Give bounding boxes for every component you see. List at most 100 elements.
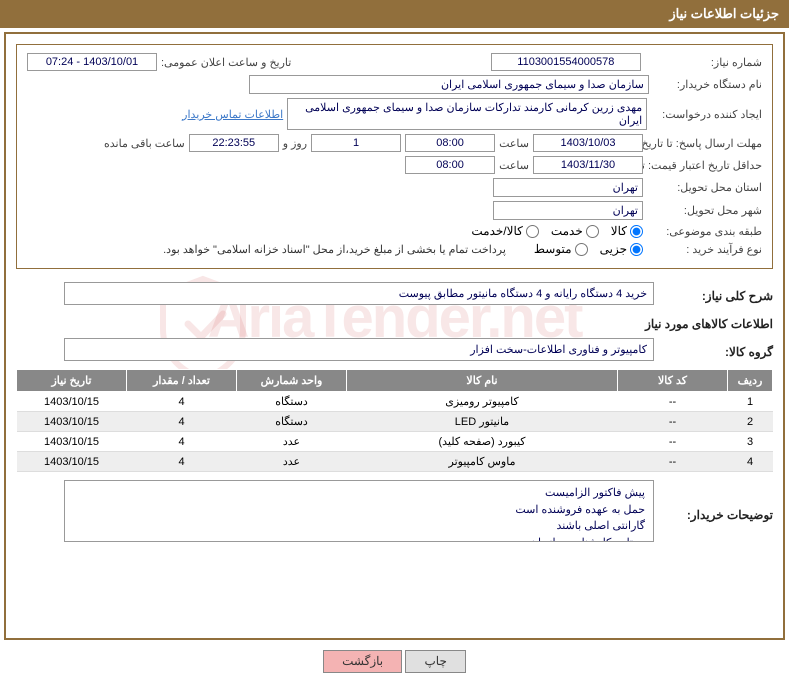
contact-link[interactable]: اطلاعات تماس خریدار bbox=[182, 108, 283, 121]
th-qty: تعداد / مقدار bbox=[127, 370, 237, 392]
row-group: گروه کالا: کامپیوتر و فناوری اطلاعات-سخت… bbox=[16, 335, 773, 363]
requester-label: ایجاد کننده درخواست: bbox=[662, 108, 762, 121]
process-label: نوع فرآیند خرید : bbox=[647, 243, 762, 256]
items-table: ردیف کد کالا نام کالا واحد شمارش تعداد /… bbox=[16, 369, 773, 472]
th-code: کد کالا bbox=[618, 370, 728, 392]
cell-code: -- bbox=[618, 392, 728, 412]
print-button[interactable]: چاپ bbox=[405, 650, 465, 673]
cell-unit: دستگاه bbox=[237, 392, 347, 412]
radio-goods[interactable]: کالا bbox=[611, 224, 643, 238]
cell-idx: 2 bbox=[728, 412, 773, 432]
cell-unit: عدد bbox=[237, 452, 347, 472]
row-need-no: شماره نیاز: 1103001554000578 تاریخ و ساع… bbox=[27, 53, 762, 71]
remaining-label: ساعت باقی مانده bbox=[104, 137, 185, 150]
row-process: نوع فرآیند خرید : جزیی متوسط پرداخت تمام… bbox=[27, 242, 762, 256]
cell-code: -- bbox=[618, 432, 728, 452]
buyer-notes-label: توضیحات خریدار: bbox=[658, 490, 773, 522]
table-header-row: ردیف کد کالا نام کالا واحد شمارش تعداد /… bbox=[17, 370, 773, 392]
items-table-wrap: ردیف کد کالا نام کالا واحد شمارش تعداد /… bbox=[16, 369, 773, 472]
category-radio-group: کالا خدمت کالا/خدمت bbox=[471, 224, 643, 238]
cell-date: 1403/10/15 bbox=[17, 392, 127, 412]
process-radio-group: جزیی متوسط bbox=[534, 242, 643, 256]
requester-value: مهدی زرین کرمانی کارمند تدارکات سازمان ص… bbox=[287, 98, 647, 130]
radio-goods-input[interactable] bbox=[630, 225, 643, 238]
row-summary: شرح کلی نیاز: خرید 4 دستگاه رایانه و 4 د… bbox=[16, 279, 773, 307]
cell-idx: 4 bbox=[728, 452, 773, 472]
announce-value: 1403/10/01 - 07:24 bbox=[27, 53, 157, 71]
cell-code: -- bbox=[618, 452, 728, 472]
radio-minor-input[interactable] bbox=[630, 243, 643, 256]
radio-service-input[interactable] bbox=[586, 225, 599, 238]
time-label-2: ساعت bbox=[499, 159, 529, 172]
th-name: نام کالا bbox=[347, 370, 618, 392]
buyer-org-label: نام دستگاه خریدار: bbox=[677, 78, 762, 91]
validity-date: 1403/11/30 bbox=[533, 156, 643, 174]
radio-service[interactable]: خدمت bbox=[551, 224, 599, 238]
cell-date: 1403/10/15 bbox=[17, 432, 127, 452]
cell-qty: 4 bbox=[127, 432, 237, 452]
radio-both-label: کالا/خدمت bbox=[471, 224, 522, 238]
radio-both-input[interactable] bbox=[526, 225, 539, 238]
cell-unit: عدد bbox=[237, 432, 347, 452]
row-category: طبقه بندی موضوعی: کالا خدمت کالا/خدمت bbox=[27, 224, 762, 238]
table-row: 3 -- کیبورد (صفحه کلید) عدد 4 1403/10/15 bbox=[17, 432, 773, 452]
cell-name: کامپیوتر رومیزی bbox=[347, 392, 618, 412]
response-time: 08:00 bbox=[405, 134, 495, 152]
group-value: کامپیوتر و فناوری اطلاعات-سخت افزار bbox=[64, 338, 654, 361]
radio-medium-input[interactable] bbox=[575, 243, 588, 256]
category-label: طبقه بندی موضوعی: bbox=[647, 225, 762, 238]
radio-medium-label: متوسط bbox=[534, 242, 572, 256]
row-province: استان محل تحویل: تهران bbox=[27, 178, 762, 197]
cell-idx: 1 bbox=[728, 392, 773, 412]
cell-name: ماوس کامپیوتر bbox=[347, 452, 618, 472]
days-label: روز و bbox=[283, 137, 307, 150]
table-row: 1 -- کامپیوتر رومیزی دستگاه 4 1403/10/15 bbox=[17, 392, 773, 412]
radio-service-label: خدمت bbox=[551, 224, 583, 238]
row-city: شهر محل تحویل: تهران bbox=[27, 201, 762, 220]
cell-idx: 3 bbox=[728, 432, 773, 452]
row-response-deadline: مهلت ارسال پاسخ: تا تاریخ: 1403/10/03 سا… bbox=[27, 134, 762, 152]
radio-both[interactable]: کالا/خدمت bbox=[471, 224, 538, 238]
th-row: ردیف bbox=[728, 370, 773, 392]
row-requester: ایجاد کننده درخواست: مهدی زرین کرمانی کا… bbox=[27, 98, 762, 130]
radio-minor[interactable]: جزیی bbox=[600, 242, 643, 256]
th-date: تاریخ نیاز bbox=[17, 370, 127, 392]
button-bar: چاپ بازگشت bbox=[0, 650, 789, 673]
row-validity: حداقل تاریخ اعتبار قیمت: تا تاریخ: 1403/… bbox=[27, 156, 762, 174]
announce-label: تاریخ و ساعت اعلان عمومی: bbox=[161, 56, 291, 69]
details-fieldset: شماره نیاز: 1103001554000578 تاریخ و ساع… bbox=[16, 44, 773, 269]
payment-note: پرداخت تمام یا بخشی از مبلغ خرید،از محل … bbox=[163, 243, 506, 256]
items-tbody: 1 -- کامپیوتر رومیزی دستگاه 4 1403/10/15… bbox=[17, 392, 773, 472]
need-no-label: شماره نیاز: bbox=[711, 56, 762, 69]
table-row: 4 -- ماوس کامپیوتر عدد 4 1403/10/15 bbox=[17, 452, 773, 472]
note-line: حمل به عهده فروشنده است bbox=[73, 502, 645, 519]
note-line: به تایید کارشناس سازمان برسد bbox=[73, 535, 645, 543]
response-deadline-label: مهلت ارسال پاسخ: تا تاریخ: bbox=[647, 137, 762, 150]
group-label: گروه کالا: bbox=[658, 345, 773, 359]
cell-name: مانیتور LED bbox=[347, 412, 618, 432]
summary-label: شرح کلی نیاز: bbox=[658, 289, 773, 303]
cell-qty: 4 bbox=[127, 412, 237, 432]
cell-qty: 4 bbox=[127, 452, 237, 472]
cell-qty: 4 bbox=[127, 392, 237, 412]
note-line: پیش فاکتور الزامیست bbox=[73, 485, 645, 502]
countdown: 22:23:55 bbox=[189, 134, 279, 152]
need-no-value: 1103001554000578 bbox=[491, 53, 641, 71]
row-buyer-notes: توضیحات خریدار: پیش فاکتور الزامیست حمل … bbox=[16, 480, 773, 542]
panel-header: جزئیات اطلاعات نیاز bbox=[0, 0, 789, 28]
items-section-title: اطلاعات کالاهای مورد نیاز bbox=[16, 317, 773, 331]
time-label-1: ساعت bbox=[499, 137, 529, 150]
cell-code: -- bbox=[618, 412, 728, 432]
table-row: 2 -- مانیتور LED دستگاه 4 1403/10/15 bbox=[17, 412, 773, 432]
radio-medium[interactable]: متوسط bbox=[534, 242, 588, 256]
city-label: شهر محل تحویل: bbox=[647, 204, 762, 217]
row-buyer-org: نام دستگاه خریدار: سازمان صدا و سیمای جم… bbox=[27, 75, 762, 94]
buyer-notes-box[interactable]: پیش فاکتور الزامیست حمل به عهده فروشنده … bbox=[64, 480, 654, 542]
summary-value: خرید 4 دستگاه رایانه و 4 دستگاه مانیتور … bbox=[64, 282, 654, 305]
cell-date: 1403/10/15 bbox=[17, 452, 127, 472]
province-value: تهران bbox=[493, 178, 643, 197]
back-button[interactable]: بازگشت bbox=[323, 650, 402, 673]
buyer-org-value: سازمان صدا و سیمای جمهوری اسلامی ایران bbox=[249, 75, 649, 94]
th-unit: واحد شمارش bbox=[237, 370, 347, 392]
radio-goods-label: کالا bbox=[611, 224, 627, 238]
